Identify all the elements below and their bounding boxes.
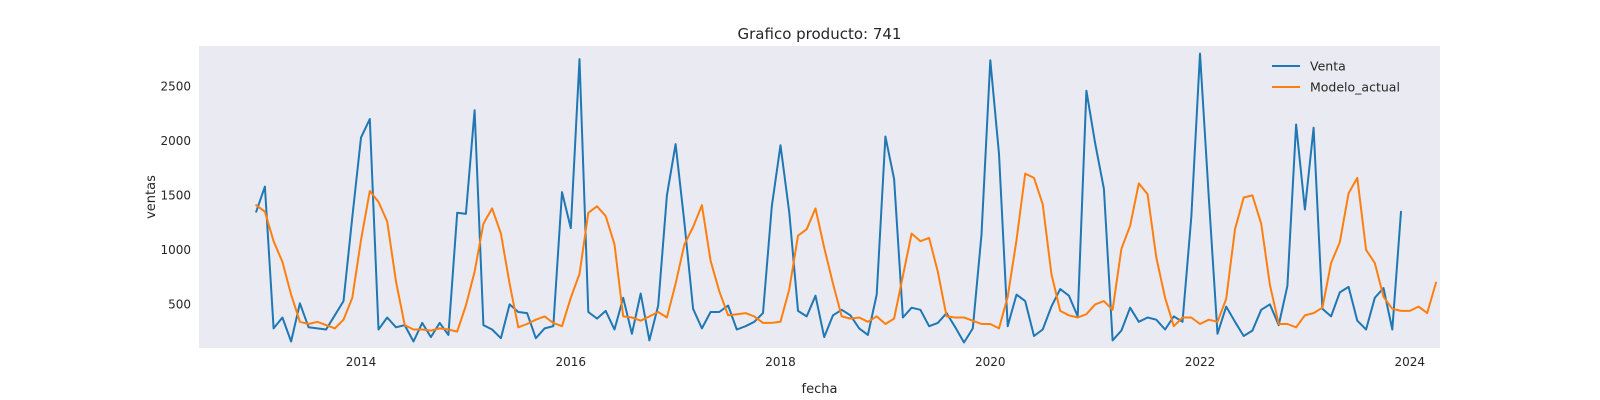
chart-title: Grafico producto: 741	[738, 25, 902, 43]
y-axis-label: ventas	[144, 175, 159, 219]
y-tick-label: 1000	[160, 243, 191, 257]
x-tick-label: 2014	[346, 355, 377, 369]
x-axis-ticks: 2014 2016 2018 2020 2022 2024	[346, 355, 1425, 369]
y-axis-ticks: 500 1000 1500 2000 2500	[160, 79, 191, 311]
x-axis-label: fecha	[802, 382, 838, 397]
x-tick-label: 2024	[1395, 355, 1426, 369]
y-tick-label: 500	[168, 297, 191, 311]
x-tick-label: 2022	[1185, 355, 1216, 369]
x-tick-label: 2018	[765, 355, 796, 369]
legend: Venta Modelo_actual	[1272, 59, 1400, 95]
series-line-modelo-actual	[255, 172, 1437, 333]
legend-label: Venta	[1310, 59, 1346, 74]
y-tick-label: 2000	[160, 134, 191, 148]
x-tick-label: 2020	[975, 355, 1006, 369]
y-tick-label: 1500	[160, 188, 191, 202]
x-tick-label: 2016	[556, 355, 587, 369]
y-tick-label: 2500	[160, 79, 191, 93]
legend-label: Modelo_actual	[1310, 80, 1400, 95]
plot-area	[199, 46, 1440, 348]
series-layer	[255, 52, 1437, 344]
series-line-venta	[255, 52, 1402, 344]
